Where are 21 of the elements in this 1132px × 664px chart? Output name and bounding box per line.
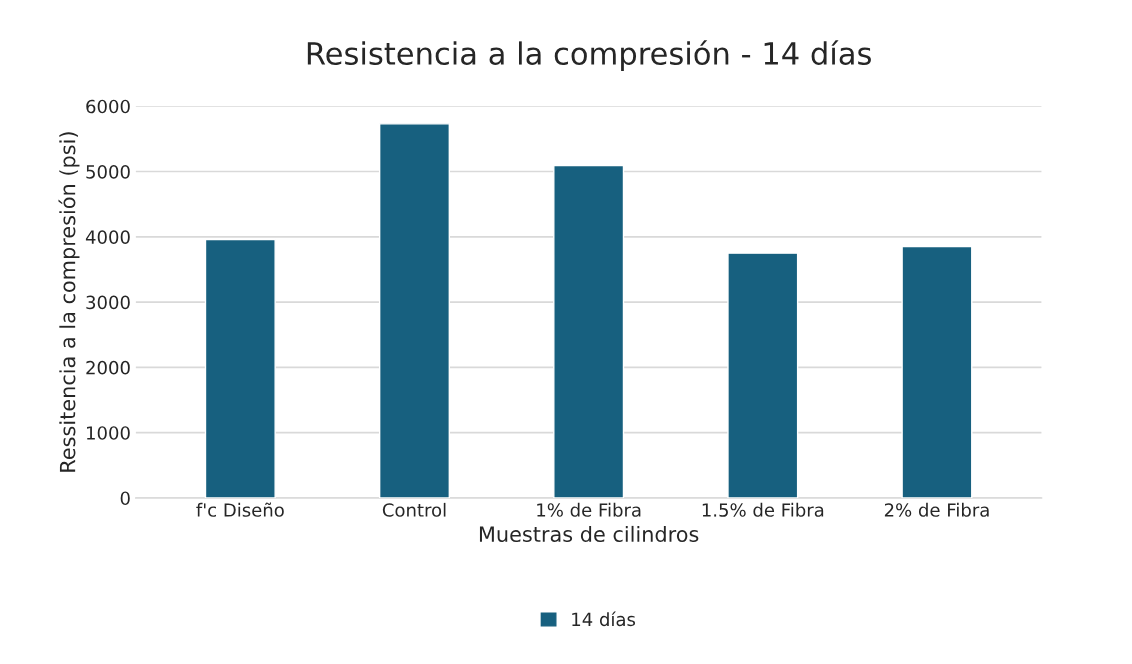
bar (727, 252, 799, 498)
y-tick-label: 4000 (85, 230, 130, 244)
y-tick-label: 2000 (86, 360, 130, 375)
y-tick-label: 3000 (86, 295, 130, 310)
bar (553, 164, 625, 498)
x-tick-label: 1.5% de Fibra (702, 502, 824, 517)
y-axis-title: Ressitencia a la compresión (psi) (58, 132, 80, 472)
bar (901, 245, 973, 498)
y-tick-label: 5000 (86, 164, 130, 179)
legend-label: 14 días (572, 611, 636, 627)
bar (378, 123, 451, 498)
x-axis-title: Muestras de cilindros (479, 525, 699, 543)
bar (204, 238, 276, 498)
x-tick-label: 2% de Fibra (884, 502, 989, 517)
y-tick-label: 1000 (87, 426, 130, 440)
x-tick-label: 1% de Fibra (537, 502, 641, 517)
x-tick-label: f'c Diseño (196, 502, 284, 517)
x-tick-label: Control (382, 502, 446, 517)
y-tick-label: 0 (120, 491, 130, 506)
chart-title: Resistencia a la compresión - 14 días (307, 40, 871, 71)
y-tick-label: 6000 (86, 99, 130, 114)
